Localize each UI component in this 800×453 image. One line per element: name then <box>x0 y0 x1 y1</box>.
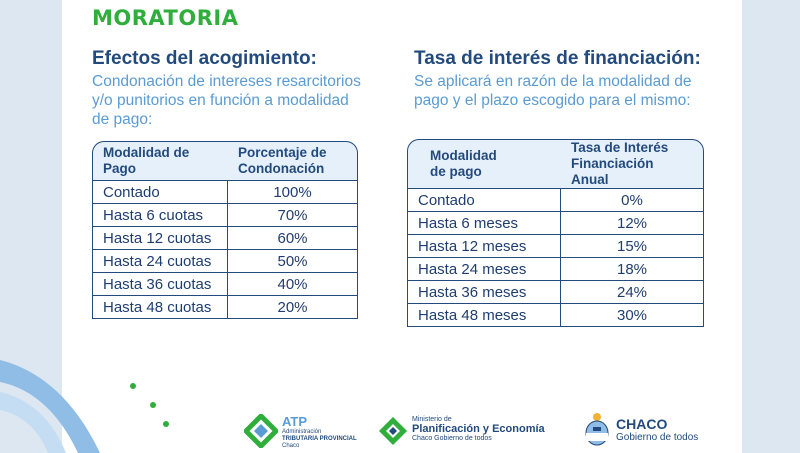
table-row: Hasta 48 cuotas 20% <box>92 296 358 319</box>
condonation-table: Modalidad de Pago Porcentaje de Condonació… <box>92 141 358 319</box>
table-row: Hasta 24 meses 18% <box>407 258 704 281</box>
right-desc-line: Se aplicará en razón de la modalidad de <box>414 73 692 90</box>
planificacion-name: Planificación y Economía <box>412 423 545 435</box>
right-section-description: Se aplicará en razón de la modalidad de … <box>414 72 724 110</box>
row-value: 12% <box>561 212 704 235</box>
row-value: 0% <box>561 189 704 212</box>
right-background-band <box>742 0 800 453</box>
atp-line: Administración <box>282 429 322 435</box>
column-header-modalidad: Modalidad de Pago <box>92 141 229 181</box>
table-row: Hasta 48 meses 30% <box>407 304 704 327</box>
row-value: 50% <box>228 250 358 273</box>
table-row: Hasta 36 cuotas 40% <box>92 273 358 296</box>
row-label: Hasta 24 meses <box>407 258 561 281</box>
decorative-swoosh <box>0 360 100 453</box>
row-value: 24% <box>561 281 704 304</box>
row-label: Hasta 12 cuotas <box>92 227 229 250</box>
table-row: Hasta 6 cuotas 70% <box>92 204 358 227</box>
row-value: 30% <box>561 304 704 327</box>
table-row: Contado 0% <box>407 189 704 212</box>
row-label: Contado <box>92 181 229 204</box>
row-value: 15% <box>561 235 704 258</box>
row-label: Hasta 48 meses <box>407 304 561 327</box>
chaco-shield-icon <box>585 413 609 446</box>
row-label: Hasta 6 meses <box>407 212 561 235</box>
right-section-heading: Tasa de interés de financiación: <box>414 48 701 69</box>
left-desc-line: de pago: <box>92 111 153 128</box>
row-value: 40% <box>228 273 358 296</box>
chaco-sub: Gobierno de todos <box>616 432 699 443</box>
left-desc-line: Condonación de intereses resarcitorios <box>92 73 361 90</box>
column-header-tasa: Tasa de Interés Financiación Anual <box>561 139 704 189</box>
row-label: Hasta 36 cuotas <box>92 273 229 296</box>
table-header-row: Modalidad de pago Tasa de Interés Financia… <box>407 139 704 189</box>
planificacion-pre: Ministerio de <box>412 416 452 423</box>
left-section-heading: Efectos del acogimiento: <box>92 48 317 69</box>
table-row: Hasta 24 cuotas 50% <box>92 250 358 273</box>
atp-name: ATP <box>282 414 308 429</box>
row-label: Hasta 12 meses <box>407 235 561 258</box>
table-row: Hasta 36 meses 24% <box>407 281 704 304</box>
decorative-dot <box>130 383 136 389</box>
row-value: 60% <box>228 227 358 250</box>
row-label: Hasta 6 cuotas <box>92 204 229 227</box>
row-label: Hasta 48 cuotas <box>92 296 229 319</box>
column-header-modalidad: Modalidad de pago <box>407 139 561 189</box>
right-desc-line: pago y el plazo escogido para el mismo: <box>414 92 691 109</box>
row-value: 70% <box>228 204 358 227</box>
planificacion-sub: Chaco Gobierno de todos <box>412 435 492 442</box>
table-row: Hasta 6 meses 12% <box>407 212 704 235</box>
table-row: Hasta 12 cuotas 60% <box>92 227 358 250</box>
left-section-description: Condonación de intereses resarcitorios y… <box>92 72 392 129</box>
table-row: Hasta 12 meses 15% <box>407 235 704 258</box>
chaco-name: CHACO <box>616 416 668 432</box>
planificacion-emblem-icon <box>379 417 407 445</box>
row-label: Hasta 36 meses <box>407 281 561 304</box>
page-title: MORATORIA <box>92 6 239 30</box>
row-label: Hasta 24 cuotas <box>92 250 229 273</box>
decorative-dot <box>163 421 169 427</box>
row-label: Contado <box>407 189 561 212</box>
atp-line: TRIBUTARIA PROVINCIAL <box>282 436 357 442</box>
atp-emblem-icon <box>244 414 278 448</box>
left-desc-line: y/o punitorios en función a modalidad <box>92 92 349 109</box>
column-header-porcentaje: Porcentaje de Condonación <box>228 141 358 181</box>
decorative-dot <box>150 402 156 408</box>
row-value: 18% <box>561 258 704 281</box>
row-value: 20% <box>228 296 358 319</box>
row-value: 100% <box>228 181 358 204</box>
table-row: Contado 100% <box>92 181 358 204</box>
atp-line: Chaco <box>282 443 300 449</box>
interest-rate-table: Modalidad de pago Tasa de Interés Financia… <box>407 139 704 327</box>
table-header-row: Modalidad de Pago Porcentaje de Condonació… <box>92 141 358 181</box>
